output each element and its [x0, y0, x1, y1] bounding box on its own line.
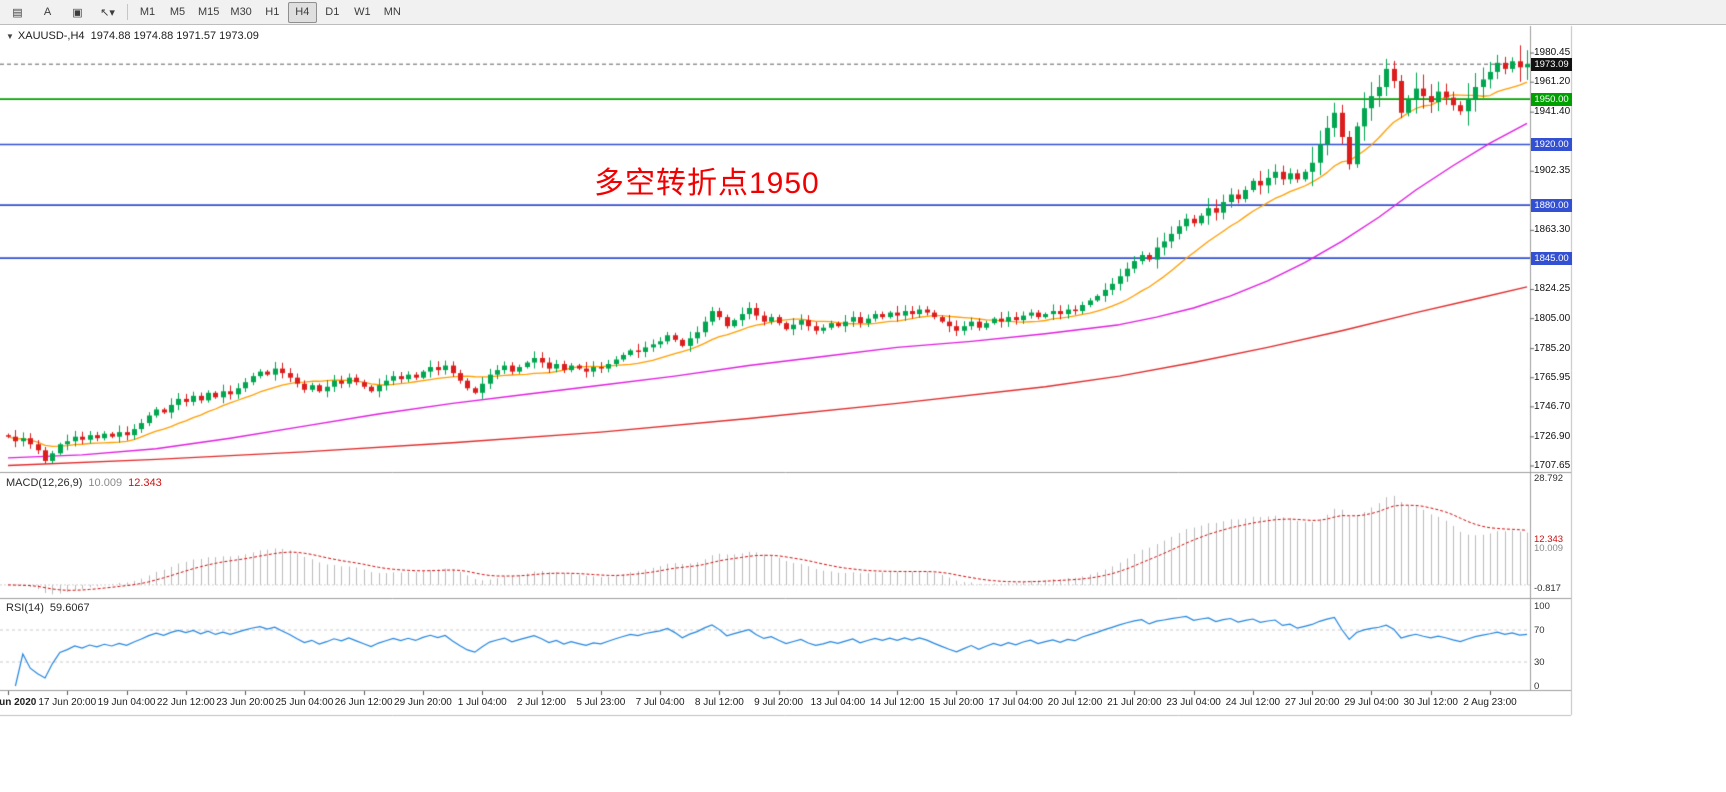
current-price-badge: 1973.09 — [1531, 57, 1572, 71]
time-label: 8 Jul 12:00 — [694, 697, 744, 708]
time-label: 20 Jul 12:00 — [1047, 697, 1103, 708]
time-label: 30 Jul 12:00 — [1403, 697, 1458, 708]
macd-main-marker: 10.009 — [1534, 542, 1564, 554]
time-label: 19 Jun 04:00 — [97, 697, 156, 708]
hline-badge-1920.00[interactable]: 1920.00 — [1531, 138, 1572, 152]
time-label: 17 Jul 04:00 — [988, 697, 1044, 708]
toolbar-separator — [127, 4, 128, 20]
ohlc-values: 1974.88 1974.88 1971.57 1973.09 — [90, 30, 259, 42]
timeframe-h4[interactable]: H4 — [287, 1, 317, 23]
hline-badge-1845.00[interactable]: 1845.00 — [1531, 251, 1572, 265]
time-label: 1 Jul 04:00 — [457, 697, 507, 708]
time-label: 23 Jun 20:00 — [216, 697, 275, 708]
rsi-name: RSI(14) — [6, 602, 44, 614]
price-tick: 1746.70 — [1534, 400, 1571, 412]
timeframe-w1[interactable]: W1 — [354, 6, 371, 18]
macd-signal-value: 12.343 — [128, 477, 162, 489]
timeframe-group: M1 M5 M15 M30 H1 H4 D1 W1 MN — [133, 1, 407, 23]
macd-name: MACD(12,26,9) — [6, 477, 83, 489]
price-tick: 1824.25 — [1534, 283, 1571, 295]
time-label: 17 Jun 20:00 — [38, 697, 97, 708]
timeframe-mn[interactable]: MN — [383, 6, 401, 18]
time-label: 26 Jun 12:00 — [334, 697, 393, 708]
time-label: 27 Jul 20:00 — [1284, 697, 1340, 708]
cursor-dropdown-button[interactable]: ↖▾ — [100, 6, 115, 19]
symbol-info: ▼ XAUUSD-,H4 1974.88 1974.88 1971.57 1973… — [6, 30, 259, 42]
hline-badge-1950.00[interactable]: 1950.00 — [1531, 92, 1572, 106]
timeframe-m5[interactable]: M5 — [169, 6, 186, 18]
macd-signal-marker: 12.343 — [1534, 534, 1564, 546]
time-label: 14 Jul 12:00 — [869, 697, 925, 708]
rsi-axis-100: 100 — [1534, 601, 1550, 612]
time-label: 9 Jul 20:00 — [754, 697, 804, 708]
time-label: 22 Jun 12:00 — [156, 697, 215, 708]
text-annotation-button[interactable]: A — [43, 6, 52, 18]
symbol-period-label: XAUUSD-,H4 — [17, 30, 85, 42]
price-tick: 1941.40 — [1534, 106, 1571, 118]
rsi-panel-label: RSI(14) 59.6067 — [6, 602, 90, 614]
time-label: 7 Jul 04:00 — [635, 697, 685, 708]
macd-panel-label: MACD(12,26,9) 10.009 12.343 — [6, 477, 162, 489]
collapse-arrow-icon[interactable]: ▼ — [6, 32, 14, 41]
price-tick: 1726.90 — [1534, 430, 1571, 442]
time-label: 2 Jul 12:00 — [517, 697, 566, 708]
rsi-axis-70: 70 — [1534, 625, 1545, 636]
macd-main-value: 10.009 — [88, 477, 123, 489]
time-label: 15 Jul 20:00 — [929, 697, 984, 708]
timeframe-m1[interactable]: M1 — [139, 6, 156, 18]
chart-annotation[interactable]: 多空转折点1950 — [594, 167, 820, 200]
rsi-axis-0: 0 — [1534, 681, 1540, 692]
price-tick: 1980.45 — [1534, 47, 1571, 59]
toolbar-tools: ▤ A ▣ ↖▾ — [3, 2, 122, 23]
macd-axis-min: -0.817 — [1534, 582, 1561, 594]
chart-bars-icon[interactable]: ▤ — [12, 6, 23, 19]
time-label: 24 Jul 12:00 — [1225, 697, 1281, 708]
time-label: 25 Jun 04:00 — [275, 697, 334, 708]
price-tick: 1805.00 — [1534, 312, 1571, 324]
price-tick: 1961.20 — [1534, 76, 1571, 88]
time-label: 23 Jul 04:00 — [1166, 697, 1221, 708]
time-label: 29 Jul 04:00 — [1344, 697, 1399, 708]
price-tick: 1765.95 — [1534, 371, 1571, 383]
timeframe-h1[interactable]: H1 — [265, 6, 280, 18]
timeframe-d1[interactable]: D1 — [325, 6, 340, 18]
timeframe-m30[interactable]: M30 — [230, 6, 252, 18]
main-toolbar: ▤ A ▣ ↖▾ M1 M5 M15 M30 H1 H4 D1 W1 MN — [0, 0, 1726, 25]
rsi-value: 59.6067 — [49, 602, 90, 614]
macd-axis-max: 28.792 — [1534, 473, 1564, 485]
price-tick: 1707.65 — [1534, 459, 1571, 471]
time-label: 5 Jul 23:00 — [576, 697, 626, 708]
price-tick: 1902.35 — [1534, 165, 1571, 177]
objects-button[interactable]: ▣ — [72, 6, 83, 19]
time-label: 29 Jun 20:00 — [394, 697, 452, 708]
timeframe-m15[interactable]: M15 — [198, 6, 220, 18]
price-tick: 1785.20 — [1534, 342, 1571, 354]
time-label: 16 Jun 2020 — [0, 697, 37, 708]
time-label: 2 Aug 23:00 — [1463, 697, 1517, 708]
time-label: 21 Jul 20:00 — [1107, 697, 1162, 708]
time-label: 13 Jul 04:00 — [810, 697, 866, 708]
hline-badge-1880.00[interactable]: 1880.00 — [1531, 198, 1572, 212]
price-tick: 1863.30 — [1534, 224, 1571, 236]
rsi-axis-30: 30 — [1534, 657, 1545, 668]
